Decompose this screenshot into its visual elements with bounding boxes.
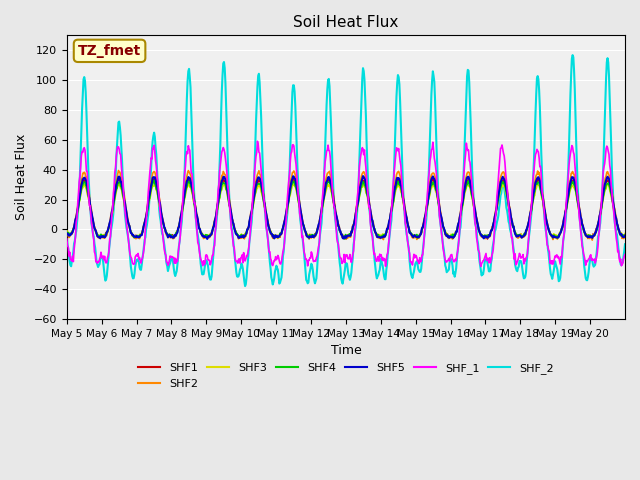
X-axis label: Time: Time [330, 344, 361, 357]
Text: TZ_fmet: TZ_fmet [78, 44, 141, 58]
Legend: SHF1, SHF2, SHF3, SHF4, SHF5, SHF_1, SHF_2: SHF1, SHF2, SHF3, SHF4, SHF5, SHF_1, SHF… [134, 359, 558, 393]
Y-axis label: Soil Heat Flux: Soil Heat Flux [15, 134, 28, 220]
Title: Soil Heat Flux: Soil Heat Flux [293, 15, 399, 30]
